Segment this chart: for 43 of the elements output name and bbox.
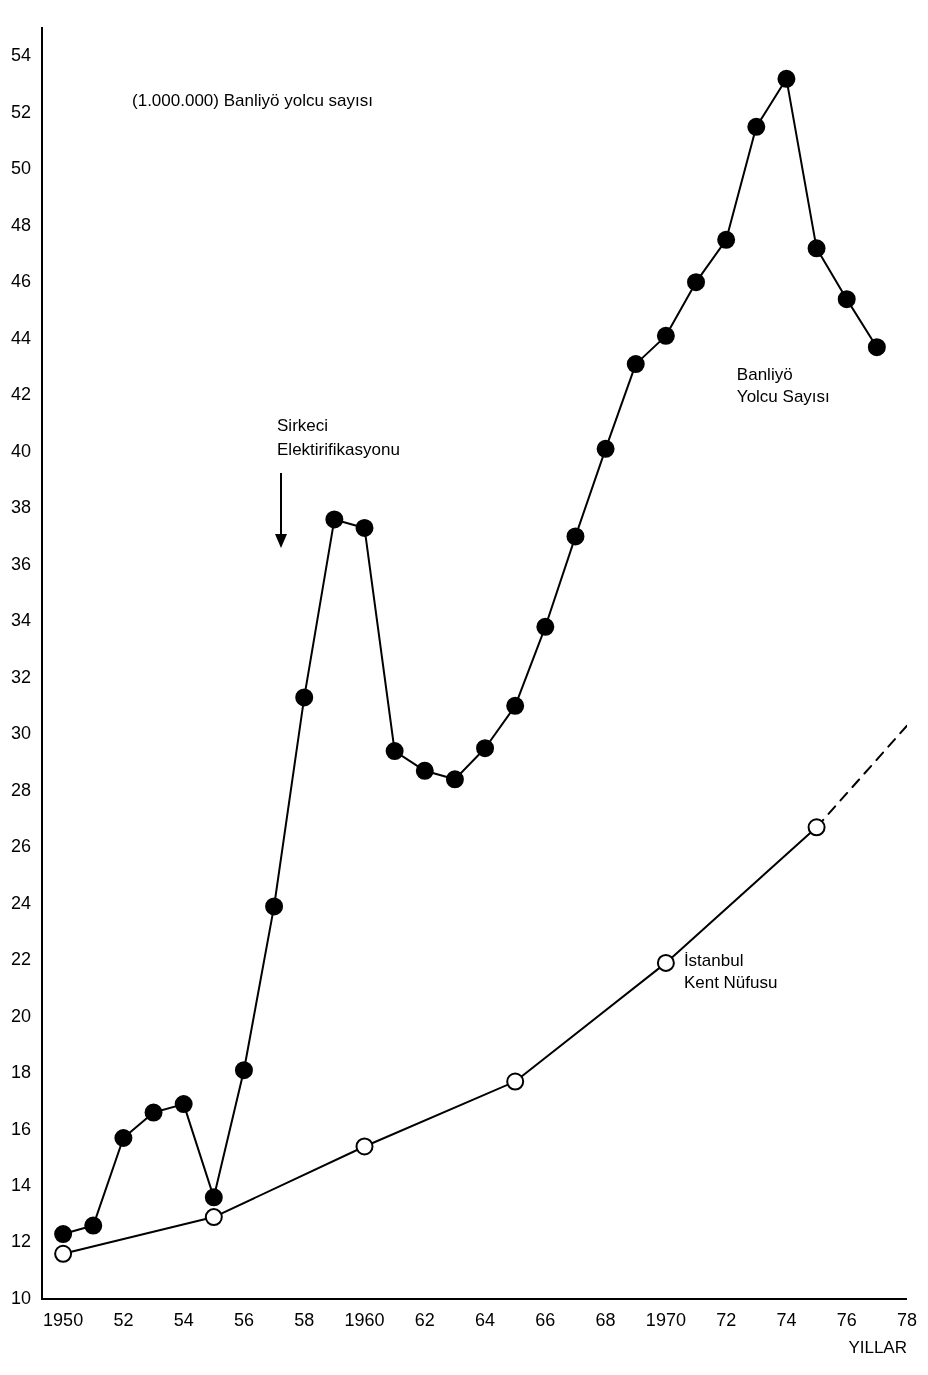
y-tick-label: 24 bbox=[10, 892, 32, 913]
x-tick-label: 68 bbox=[595, 1309, 616, 1330]
y-tick-label: 50 bbox=[10, 158, 32, 179]
annotation: (1.000.000) Banliyö yolcu sayısı bbox=[132, 91, 373, 111]
x-tick-label: 54 bbox=[173, 1309, 194, 1330]
y-tick-label: 32 bbox=[10, 666, 32, 687]
y-tick-label: 26 bbox=[10, 836, 32, 857]
y-tick-label: 48 bbox=[10, 214, 32, 235]
y-tick-label: 52 bbox=[10, 101, 32, 122]
y-tick-label: 30 bbox=[10, 723, 32, 744]
x-axis-title: YILLAR bbox=[848, 1338, 907, 1358]
y-tick-label: 44 bbox=[10, 327, 32, 348]
y-tick-label: 40 bbox=[10, 440, 32, 461]
y-tick-label: 36 bbox=[10, 553, 32, 574]
y-tick-label: 34 bbox=[10, 610, 32, 631]
text: Banliyö Yolcu Sayısı bbox=[736, 365, 830, 407]
x-tick-label: 72 bbox=[716, 1309, 737, 1330]
x-tick-label: 58 bbox=[294, 1309, 315, 1330]
x-tick-label: 62 bbox=[414, 1309, 435, 1330]
y-tick-label: 54 bbox=[10, 45, 32, 66]
series-label: İstanbul Kent Nüfusu bbox=[683, 951, 778, 993]
x-tick-label: 1970 bbox=[645, 1309, 686, 1330]
x-tick-label: 64 bbox=[475, 1309, 496, 1330]
x-tick-label: 74 bbox=[776, 1309, 797, 1330]
x-tick-label: 76 bbox=[836, 1309, 857, 1330]
y-tick-label: 14 bbox=[10, 1174, 32, 1195]
y-tick-label: 10 bbox=[10, 1287, 32, 1308]
y-tick-label: 38 bbox=[10, 497, 32, 518]
annotation: Sirkeci Elektirifikasyonu bbox=[277, 416, 400, 460]
y-tick-label: 28 bbox=[10, 779, 32, 800]
x-tick-label: 56 bbox=[233, 1309, 254, 1330]
y-tick-label: 20 bbox=[10, 1005, 32, 1026]
y-tick-label: 16 bbox=[10, 1118, 32, 1139]
x-tick-label: 1960 bbox=[344, 1309, 385, 1330]
y-tick-label: 46 bbox=[10, 271, 32, 292]
y-tick-label: 42 bbox=[10, 384, 32, 405]
y-tick-label: 22 bbox=[10, 949, 32, 970]
y-tick-label: 12 bbox=[10, 1231, 32, 1252]
x-tick-label: 1950 bbox=[43, 1309, 84, 1330]
y-tick-label: 18 bbox=[10, 1062, 32, 1083]
x-tick-label: 78 bbox=[896, 1309, 917, 1330]
x-tick-label: 66 bbox=[535, 1309, 556, 1330]
x-tick-label: 52 bbox=[113, 1309, 134, 1330]
